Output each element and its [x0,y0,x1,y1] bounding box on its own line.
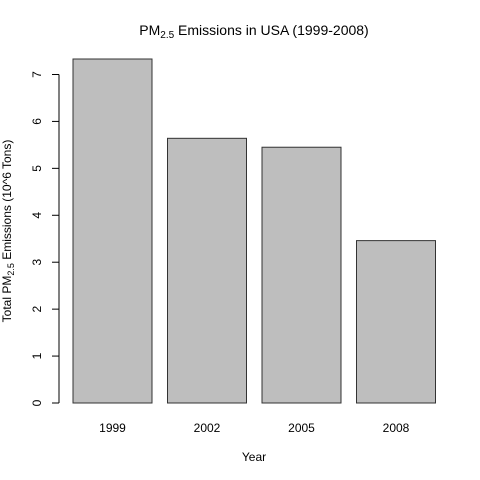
y-tick-label: 1 [30,352,44,359]
x-tick-label-1999: 1999 [99,421,126,435]
chart-title: PM2.5 Emissions in USA (1999-2008) [139,22,368,41]
bar-1999 [72,58,153,404]
x-axis-tick-labels: 1999 2002 2005 2008 [99,421,410,435]
x-tick-label-2002: 2002 [194,421,221,435]
bar-2008 [356,240,436,404]
y-axis-label: Total PM2.5 Emissions (10^6 Tons) [0,140,16,323]
bar-series [72,58,436,404]
y-tick-label: 7 [30,71,44,78]
y-tick-label: 0 [30,399,44,406]
x-tick-label-2005: 2005 [288,421,315,435]
y-tick-label: 6 [30,118,44,125]
x-tick-label-2008: 2008 [383,421,410,435]
y-tick-label: 2 [30,305,44,312]
x-axis-label: Year [242,450,266,464]
y-tick-label: 3 [30,259,44,266]
bar-2005 [261,146,342,404]
y-axis: 0 1 2 3 4 5 6 7 [30,71,60,406]
y-tick-label: 4 [30,212,44,219]
y-tick-label: 5 [30,165,44,172]
bar-2002 [167,137,247,404]
